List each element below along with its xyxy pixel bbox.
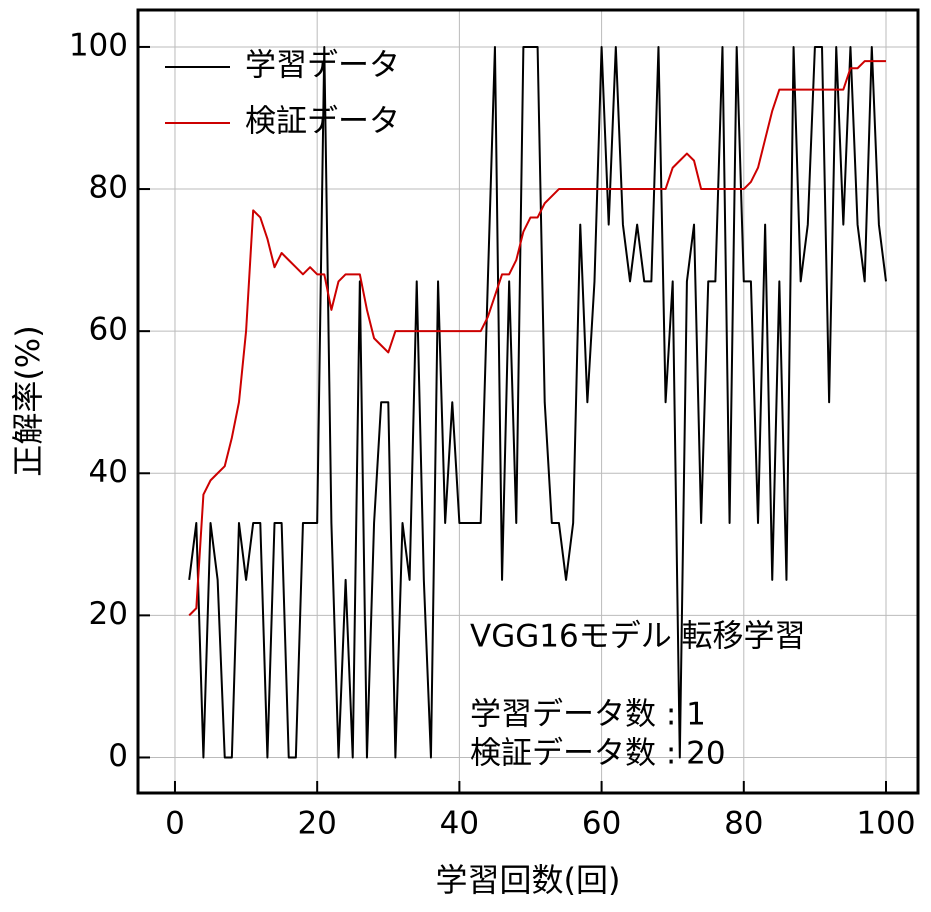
y-tick-label: 80 [89,170,128,206]
legend-label: 学習データ [245,48,400,84]
annotation: 検証データ数 : 20 [470,736,726,772]
x-axis-title: 学習回数(回) [436,861,621,899]
plot-frame [136,8,920,795]
y-tick-label: 60 [89,312,128,348]
y-tick-label: 20 [89,596,128,632]
y-axis-title: 正解率(%) [9,325,47,476]
y-tick-label: 40 [89,454,128,490]
legend-label: 検証データ [245,104,400,140]
y-tick-label: 100 [69,27,128,63]
annotation: 学習データ数 : 1 [470,697,706,733]
y-tick-label: 0 [108,738,128,774]
x-tick-label: 0 [165,806,185,842]
data-line [188,60,887,617]
x-tick-label: 60 [582,806,621,842]
plot-area [138,10,918,793]
data-line [188,45,887,759]
x-tick-label: 100 [856,806,915,842]
annotation: VGG16モデル 転移学習 [470,619,806,655]
x-tick-label: 80 [724,806,763,842]
x-tick-label: 20 [297,806,336,842]
x-tick-label: 40 [440,806,479,842]
